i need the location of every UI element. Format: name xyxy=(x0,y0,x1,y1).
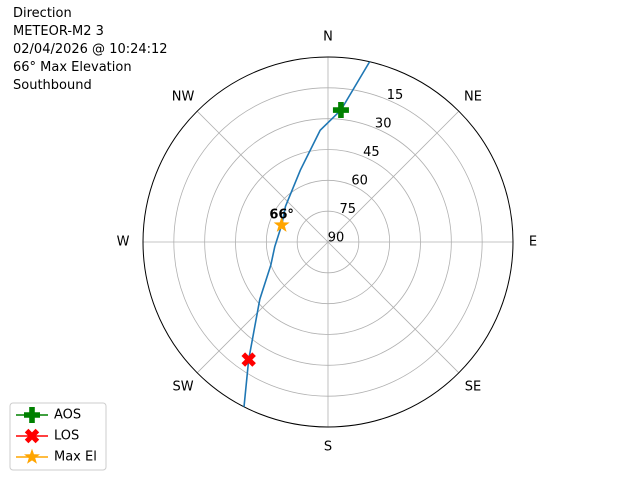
marker-star xyxy=(273,216,290,232)
r-tick-label: 90 xyxy=(328,231,345,246)
header-line: METEOR-M2 3 xyxy=(13,24,104,39)
grid-spoke xyxy=(327,110,460,243)
r-tick-label: 60 xyxy=(351,174,368,189)
marker-plus xyxy=(24,407,40,423)
legend-label: LOS xyxy=(54,429,79,444)
header-line: Direction xyxy=(13,6,72,21)
grid-spoke xyxy=(196,241,329,374)
polar-frame xyxy=(142,56,514,428)
theta-tick-label: NE xyxy=(464,90,482,105)
legend-label: AOS xyxy=(54,408,81,423)
annotation: 66° xyxy=(269,208,294,223)
theta-tick-label: SW xyxy=(172,379,193,394)
header-line: Southbound xyxy=(13,78,92,93)
marker-plus xyxy=(332,102,349,119)
grid-spoke xyxy=(196,110,329,243)
theta-tick-label: N xyxy=(323,30,333,45)
r-tick-label: 30 xyxy=(375,117,392,132)
grid-spoke xyxy=(327,241,460,374)
marker-x xyxy=(24,428,40,444)
theta-tick-label: SE xyxy=(465,379,481,394)
header-line: 66° Max Elevation xyxy=(13,60,132,75)
r-tick-label: 15 xyxy=(387,88,404,103)
header-line: 02/04/2026 @ 10:24:12 xyxy=(13,42,168,57)
theta-tick-label: E xyxy=(529,235,537,250)
theta-tick-label: NW xyxy=(172,90,195,105)
legend-label: Max El xyxy=(54,450,97,465)
marker-x xyxy=(241,352,256,367)
track-line xyxy=(243,61,371,407)
r-tick-label: 75 xyxy=(340,202,357,217)
r-tick-label: 45 xyxy=(363,145,380,160)
marker-star xyxy=(24,448,40,464)
theta-tick-label: W xyxy=(117,235,130,250)
theta-tick-label: S xyxy=(324,440,332,455)
